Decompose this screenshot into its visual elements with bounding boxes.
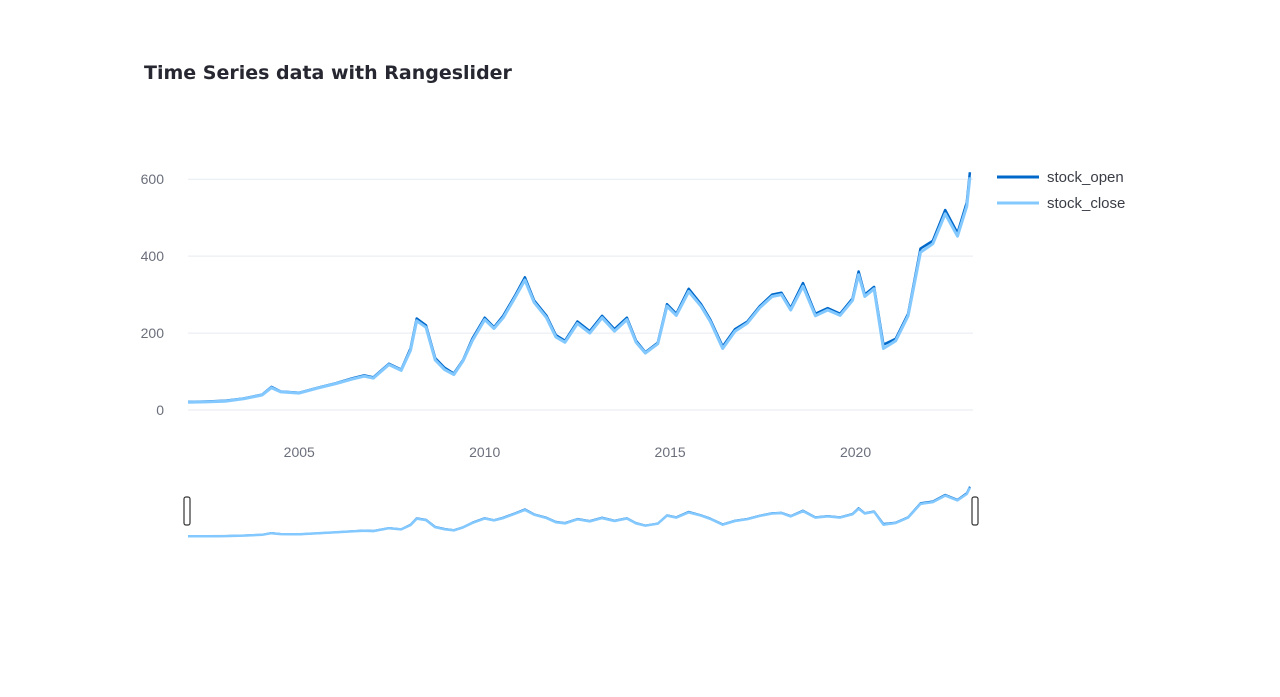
legend-item-stock-open[interactable]: stock_open (997, 169, 1124, 186)
legend-label: stock_open (1047, 169, 1124, 186)
rangeslider-series-stock-open (187, 486, 971, 538)
rangeslider-right-handle[interactable] (971, 496, 979, 526)
x-tick-label: 2010 (469, 444, 500, 460)
grid-layer (188, 178, 973, 411)
series-line-stock-open[interactable] (187, 172, 972, 404)
y-tick-label: 0 (156, 402, 164, 418)
x-tick-label: 2020 (840, 444, 871, 460)
y-tick-label: 200 (141, 325, 165, 341)
x-axis: 2005 2010 2015 2020 (284, 444, 872, 460)
y-tick-label: 600 (141, 171, 165, 187)
chart-title: Time Series data with Rangeslider (144, 62, 512, 84)
x-tick-label: 2015 (655, 444, 686, 460)
rangeslider-series-stock-close (188, 487, 972, 538)
legend-item-stock-close[interactable]: stock_close (997, 195, 1125, 212)
plot-area[interactable] (187, 172, 972, 404)
series-line-stock-close[interactable] (187, 177, 972, 404)
y-axis: 0 200 400 600 (141, 171, 165, 418)
legend-label: stock_close (1047, 195, 1125, 212)
rangeslider-left-handle[interactable] (183, 496, 191, 526)
range-slider[interactable] (183, 486, 979, 538)
legend[interactable]: stock_open stock_close (997, 169, 1125, 212)
y-tick-label: 400 (141, 248, 165, 264)
x-tick-label: 2005 (284, 444, 315, 460)
